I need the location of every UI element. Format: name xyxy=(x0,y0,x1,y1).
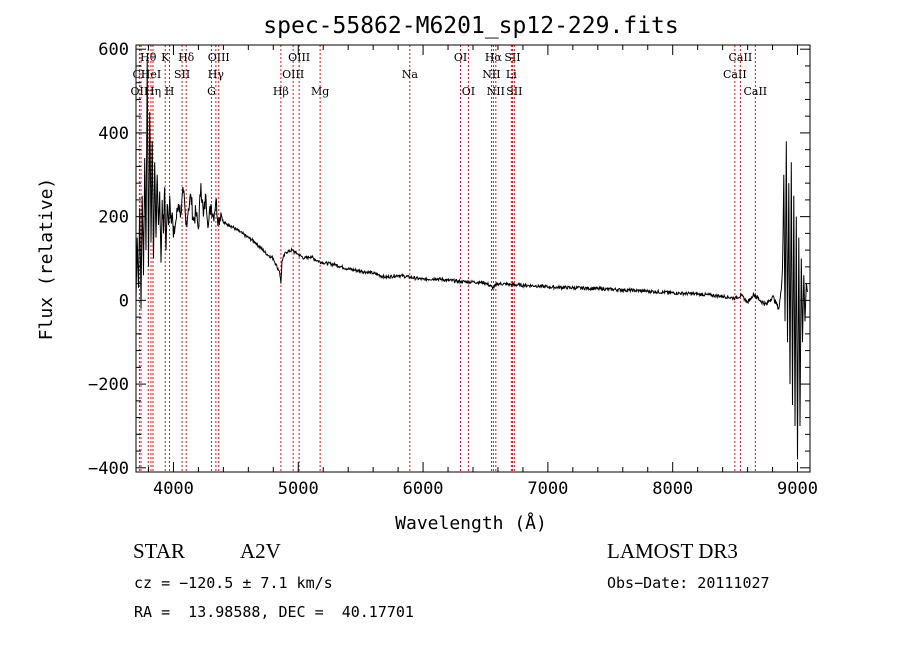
spectral-line-label: Hβ xyxy=(273,85,289,98)
spectral-line-label: SII xyxy=(506,85,522,98)
x-tick-label: 8000 xyxy=(652,479,693,499)
x-axis-label: Wavelength (Å) xyxy=(395,512,547,534)
object-class: STAR xyxy=(133,539,185,563)
y-axis: −400 −200 0 200 400 600 xyxy=(88,40,810,479)
spectral-line-label: OI xyxy=(454,51,467,64)
x-tick-label: 5000 xyxy=(278,479,319,499)
y-tick-label: −200 xyxy=(88,375,129,395)
x-tick-label: 6000 xyxy=(403,479,444,499)
spectral-line-label: K xyxy=(161,51,170,64)
spectral-line-label: OIII xyxy=(288,51,310,64)
spectral-line-label: CaII xyxy=(729,51,753,64)
y-tick-label: 400 xyxy=(98,124,129,144)
spectral-line-label: Na xyxy=(402,68,419,81)
spectral-line-label: SII xyxy=(174,68,190,81)
spectral-line-label: Mg xyxy=(311,85,329,98)
spectral-line-label: Hδ xyxy=(178,51,195,64)
spectral-line-label: OI xyxy=(462,85,475,98)
spectral-line-label: OIII xyxy=(208,51,230,64)
redshift-cz: cz = −120.5 ± 7.1 km/s xyxy=(134,574,333,592)
object-subclass: A2V xyxy=(240,539,281,563)
x-tick-label: 9000 xyxy=(777,479,818,499)
spectrum-line xyxy=(135,57,808,460)
spectral-line-label: CaII xyxy=(723,68,747,81)
spectral-line-markers xyxy=(138,45,756,472)
x-axis: 4000 5000 6000 7000 8000 9000 xyxy=(147,45,818,499)
x-tick-label: 7000 xyxy=(527,479,568,499)
obs-date: Obs−Date: 20111027 xyxy=(607,574,770,592)
spectral-line-label: Hθ xyxy=(140,51,157,64)
chart-title: spec-55862-M6201_sp12-229.fits xyxy=(263,13,678,39)
spectral-line-label: Li xyxy=(506,68,517,81)
spectral-line-label: H xyxy=(165,85,175,98)
spectral-line-label: CII xyxy=(132,68,149,81)
spectral-line-label: CaII xyxy=(743,85,767,98)
spectral-line-label: NII xyxy=(487,85,505,98)
plot-frame xyxy=(135,44,811,473)
x-tick-label: 4000 xyxy=(153,479,194,499)
y-tick-label: 600 xyxy=(98,40,129,60)
spectral-line-label: Hγ xyxy=(208,68,225,81)
y-tick-label: −400 xyxy=(88,459,129,479)
spectral-line-label: Hη xyxy=(145,85,161,98)
survey-name: LAMOST DR3 xyxy=(607,539,738,563)
spectral-line-label: OII xyxy=(131,85,149,98)
spectral-line-label: HeI xyxy=(141,68,161,81)
y-tick-label: 200 xyxy=(98,208,129,228)
spectral-line-label: NII xyxy=(482,68,500,81)
ra-dec: RA = 13.98588, DEC = 40.17701 xyxy=(134,603,414,621)
spectral-line-label: OIII xyxy=(282,68,304,81)
spectral-line-label: G xyxy=(207,85,216,98)
y-tick-label: 0 xyxy=(119,291,129,311)
spectral-line-label: Hα xyxy=(485,51,503,64)
spectral-line-label: SII xyxy=(504,51,520,64)
y-axis-label: Flux (relative) xyxy=(36,178,57,341)
